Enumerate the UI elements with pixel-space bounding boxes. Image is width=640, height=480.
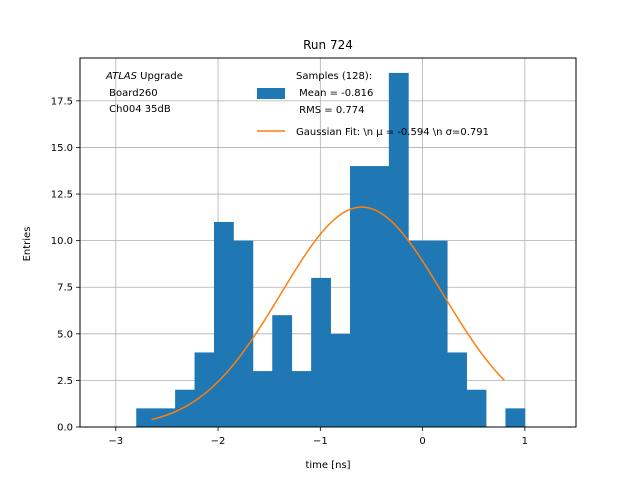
annotation-line-3: Ch004 35dB [106, 104, 171, 115]
histogram-bar-11 [349, 166, 370, 427]
histogram-bar-13 [388, 72, 409, 427]
histogram-bars [136, 72, 526, 427]
y-axis-ticks: 0.0 2.5 5.0 7.5 10.0 12.5 15.0 17.5 [51, 96, 80, 434]
legend-samples-line-2: Mean = -0.816 [296, 88, 373, 99]
annotation-plain-part: Upgrade [137, 71, 183, 82]
histogram-bar-10 [330, 333, 351, 427]
legend-samples-line-3: RMS = 0.774 [296, 105, 364, 116]
histogram-bar-6 [252, 371, 273, 427]
x-tick-label-0: −3 [108, 436, 123, 447]
annotation-italic-part: ATLAS [105, 71, 138, 82]
gaussian-fit [151, 206, 505, 421]
histogram-bar-3 [194, 352, 215, 427]
x-axis-ticks: −3 −2 −1 0 1 [108, 427, 528, 447]
y-tick-label-7: 17.5 [51, 96, 73, 107]
x-tick-label-2: −1 [313, 436, 328, 447]
plot-frame [79, 57, 577, 428]
histogram-bar-12 [369, 166, 390, 427]
histogram-bar-5 [233, 240, 254, 427]
x-axis-label: time [ns] [305, 460, 350, 471]
atlas-annotation: ATLAS Upgrade Board260 Ch004 35dB [105, 71, 183, 115]
y-tick-label-2: 5.0 [57, 329, 73, 340]
histogram-bar-8 [291, 371, 312, 427]
histogram-bar-19 [505, 408, 526, 427]
y-tick-label-0: 0.0 [57, 423, 73, 434]
y-tick-label-1: 2.5 [57, 376, 73, 387]
histogram-bar-9 [311, 277, 331, 427]
histogram-bar-17 [466, 389, 487, 427]
histogram-bar-0 [136, 408, 157, 427]
x-tick-label-1: −2 [211, 436, 226, 447]
y-tick-label-6: 15.0 [51, 143, 73, 154]
histogram-bar-14 [408, 240, 429, 427]
legend-samples-line-1: Samples (128): [296, 71, 372, 82]
legend-bar-swatch [257, 88, 285, 99]
annotation-line-2: Board260 [106, 88, 158, 99]
histogram-bar-15 [427, 240, 448, 427]
legend-fit-label: Gaussian Fit: \n μ = -0.594 \n σ=0.791 [296, 127, 489, 138]
x-tick-label-4: 1 [522, 436, 528, 447]
y-tick-label-4: 10.0 [51, 236, 73, 247]
annotation-line-1: ATLAS Upgrade [105, 71, 183, 82]
histogram-bar-7 [272, 315, 293, 427]
legend: Samples (128): Mean = -0.816 RMS = 0.774… [257, 71, 489, 138]
histogram-bar-2 [175, 389, 195, 427]
y-tick-label-5: 12.5 [51, 190, 73, 201]
histogram-bar-4 [213, 222, 234, 427]
y-axis-label: Entries [22, 227, 33, 262]
histogram-bar-16 [447, 352, 467, 427]
chart-title: Run 724 [303, 38, 353, 52]
gaussian-fit-curve [151, 206, 505, 421]
x-tick-label-3: 0 [419, 436, 425, 447]
y-tick-label-3: 7.5 [57, 283, 73, 294]
